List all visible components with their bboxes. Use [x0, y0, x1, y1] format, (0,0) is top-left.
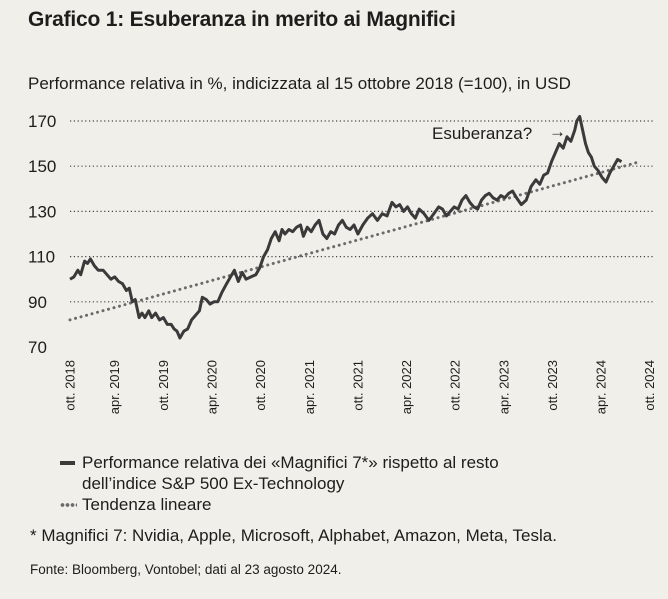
annotation-layer: Esuberanza? →	[432, 122, 566, 143]
x-tick-label: apr. 2023	[496, 360, 511, 414]
legend-swatch-dotted	[60, 503, 77, 507]
x-tick-label: apr. 2024	[594, 360, 609, 414]
x-tick-label: ott. 2018	[63, 360, 78, 411]
legend-label-performance-line2: dell’indice S&P 500 Ex-Technology	[82, 474, 345, 493]
x-axis-labels: ott. 2018 apr. 2019 ott. 2019 apr. 2020 ott.…	[63, 360, 658, 414]
legend-item-performance: Performance relativa dei «Magnifici 7*» …	[60, 452, 499, 494]
series-layer	[69, 115, 623, 340]
legend: Performance relativa dei «Magnifici 7*» …	[60, 452, 499, 515]
chart-title: Grafico 1: Esuberanza in merito ai Magni…	[28, 8, 456, 31]
y-axis-labels: 70 90 110 130 150 170	[28, 112, 56, 357]
y-tick-label: 90	[28, 293, 47, 312]
legend-label-trend: Tendenza lineare	[82, 495, 212, 514]
y-tick-label: 130	[28, 202, 56, 221]
performance-line	[69, 115, 623, 340]
x-tick-label: apr. 2019	[107, 360, 122, 414]
grid-lines	[70, 120, 655, 303]
x-tick-label: ott. 2021	[350, 360, 365, 411]
x-tick-label: apr. 2021	[302, 360, 317, 414]
x-tick-label: ott. 2022	[448, 360, 463, 411]
x-tick-label: ott. 2024	[642, 360, 657, 411]
chart-subtitle: Performance relativa in %, indicizzata a…	[28, 74, 571, 93]
trend-line-layer	[68, 160, 642, 322]
legend-label-performance-line1: Performance relativa dei «Magnifici 7*» …	[82, 453, 499, 472]
x-tick-label: ott. 2023	[545, 360, 560, 411]
legend-swatch-solid	[60, 461, 75, 465]
x-tick-label: apr. 2022	[399, 360, 414, 414]
x-tick-label: ott. 2019	[156, 360, 171, 411]
y-tick-label: 150	[28, 157, 56, 176]
x-tick-label: apr. 2020	[205, 360, 220, 414]
y-tick-label: 110	[28, 248, 55, 267]
annotation-arrow: →	[549, 122, 566, 141]
x-tick-label: ott. 2020	[253, 360, 268, 411]
y-tick-label: 70	[28, 338, 47, 357]
legend-item-trend: Tendenza lineare	[60, 494, 499, 515]
trend-line	[68, 160, 642, 322]
footnote: * Magnifici 7: Nvidia, Apple, Microsoft,…	[30, 526, 557, 545]
source-note: Fonte: Bloomberg, Vontobel; dati al 23 a…	[30, 562, 342, 577]
annotation-label: Esuberanza?	[432, 124, 532, 143]
y-tick-label: 170	[28, 112, 56, 131]
